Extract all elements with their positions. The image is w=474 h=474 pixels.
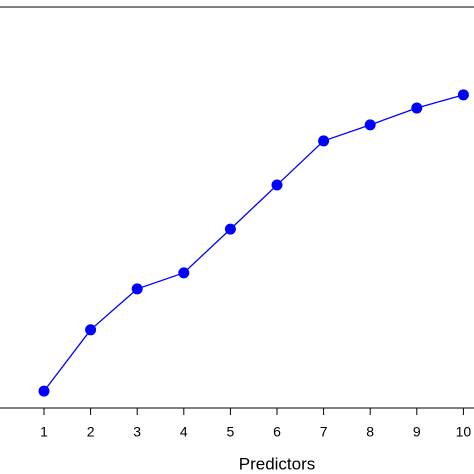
- x-axis-title: Predictors: [239, 454, 316, 473]
- data-point: [131, 283, 143, 295]
- x-tick-label: 9: [413, 424, 421, 440]
- x-tick-label: 6: [273, 424, 281, 440]
- data-point: [38, 385, 50, 397]
- data-point: [85, 324, 97, 336]
- x-tick-label: 1: [40, 424, 48, 440]
- x-tick-label: 8: [366, 424, 374, 440]
- data-point: [271, 179, 283, 191]
- series-line: [43, 94, 464, 392]
- x-tick-label: 4: [180, 424, 188, 440]
- data-point: [224, 223, 236, 235]
- data-point: [318, 135, 330, 147]
- data-point: [457, 89, 469, 101]
- x-tick-label: 5: [227, 424, 235, 440]
- x-tick-label: 10: [456, 424, 472, 440]
- x-tick-label: 2: [87, 424, 95, 440]
- x-tick-label: 3: [133, 424, 141, 440]
- x-tick-label: 7: [320, 424, 328, 440]
- data-point: [178, 267, 190, 279]
- data-point: [411, 102, 423, 114]
- data-point: [364, 119, 376, 131]
